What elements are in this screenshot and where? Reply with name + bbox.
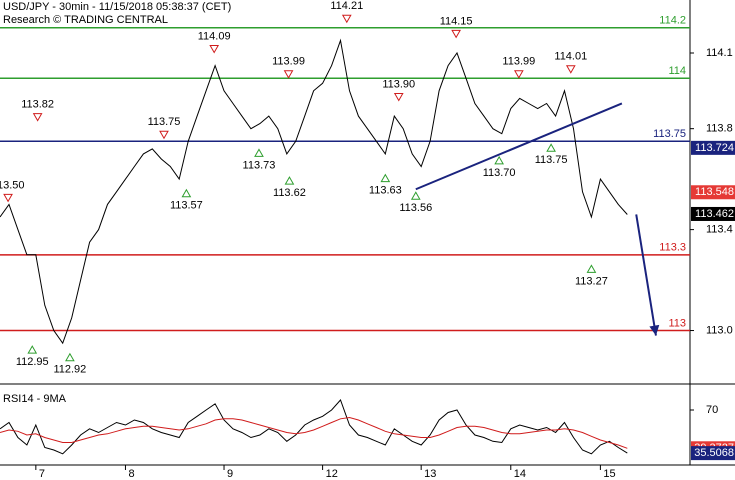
pivot-label: 113.99 [272, 56, 305, 68]
arrow-head [649, 324, 660, 336]
trough-marker [181, 188, 192, 198]
price-tag-label: 113.548 [695, 186, 734, 198]
x-tick-label: 12 [326, 468, 338, 480]
pivot-label: 112.92 [53, 364, 86, 376]
trough-marker [410, 191, 421, 200]
pivot-label: 113.75 [535, 154, 568, 166]
trend-line [415, 102, 623, 191]
peak-marker [32, 113, 43, 122]
trough-marker [27, 345, 38, 354]
pivot-label: 113.50 [0, 179, 24, 191]
peak-marker [341, 14, 352, 24]
trough-marker [494, 155, 504, 165]
chart-title: USD/JPY - 30min - 11/15/2018 05:38:37 (C… [3, 1, 231, 13]
x-tick-label: 15 [603, 468, 615, 480]
level-label: 113.3 [659, 242, 686, 254]
level-label: 113.75 [653, 128, 686, 140]
pivot-label: 113.99 [502, 56, 535, 68]
pivot-label: 114.01 [554, 51, 587, 63]
y-tick-label: 70 [706, 404, 718, 416]
price-tag [691, 206, 735, 221]
pivot-label: 114.09 [198, 30, 231, 42]
peak-marker [3, 193, 13, 203]
pivot-label: 114.21 [330, 0, 363, 12]
peak-marker [209, 45, 220, 54]
x-tick-label: 13 [424, 468, 436, 480]
peak-marker [451, 29, 461, 39]
y-tick-label: 114.1 [706, 47, 733, 59]
level-label: 114 [668, 65, 686, 77]
chart-subtitle: Research © TRADING CENTRAL [3, 14, 168, 26]
trough-marker [586, 264, 597, 273]
pivot-label: 113.70 [483, 167, 516, 179]
y-tick-label: 113.0 [706, 324, 733, 336]
pivot-label: 112.95 [16, 356, 49, 368]
peak-marker [565, 65, 576, 74]
price-tag [691, 140, 735, 155]
level-label: 113 [668, 317, 686, 329]
price-tag-label: 113.462 [695, 208, 734, 220]
pivot-label: 113.82 [21, 99, 54, 111]
peak-marker [513, 70, 524, 79]
trough-marker [380, 173, 391, 183]
price-tag-label: 35.5068 [694, 447, 734, 459]
x-tick-label: 7 [39, 468, 45, 480]
trough-marker [65, 352, 75, 362]
trough-marker [284, 176, 295, 185]
series-line [0, 38, 628, 345]
pivot-label: 114.15 [440, 15, 473, 27]
series-line [0, 399, 628, 455]
y-tick-label: 113.4 [706, 224, 733, 236]
price-tag [691, 185, 735, 200]
pivot-label: 113.62 [273, 187, 306, 199]
panel-title: RSI14 - 9MA [3, 393, 67, 405]
pivot-label: 113.56 [399, 202, 432, 214]
y-tick-label: 113.8 [706, 123, 733, 135]
peak-marker [283, 70, 294, 79]
forecast-arrow [635, 214, 657, 336]
pivot-label: 113.75 [148, 116, 181, 128]
peak-marker [393, 92, 404, 102]
series-line [0, 416, 628, 449]
pivot-label: 113.27 [575, 275, 608, 287]
trough-marker [254, 148, 264, 157]
peak-marker [159, 130, 169, 140]
price-tag-label: 113.724 [695, 142, 734, 154]
pivot-label: 113.73 [243, 159, 276, 171]
x-tick-label: 8 [128, 468, 134, 480]
x-tick-label: 14 [514, 468, 526, 480]
trough-marker [546, 143, 556, 152]
pivot-label: 113.90 [382, 78, 415, 90]
price-tag [691, 446, 735, 461]
pivot-label: 113.63 [369, 184, 402, 196]
pivot-label: 113.57 [170, 200, 203, 212]
level-label: 114.2 [659, 15, 686, 27]
x-tick-label: 9 [227, 468, 233, 480]
